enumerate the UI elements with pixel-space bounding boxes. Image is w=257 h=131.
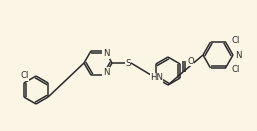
Text: N: N [235, 50, 242, 59]
Text: S: S [125, 59, 131, 67]
Text: O: O [187, 56, 194, 66]
Text: Cl: Cl [232, 66, 240, 75]
Text: HN: HN [150, 73, 163, 83]
Text: N: N [103, 49, 109, 58]
Text: Cl: Cl [21, 72, 29, 81]
Text: Cl: Cl [232, 36, 240, 45]
Text: N: N [103, 68, 109, 77]
